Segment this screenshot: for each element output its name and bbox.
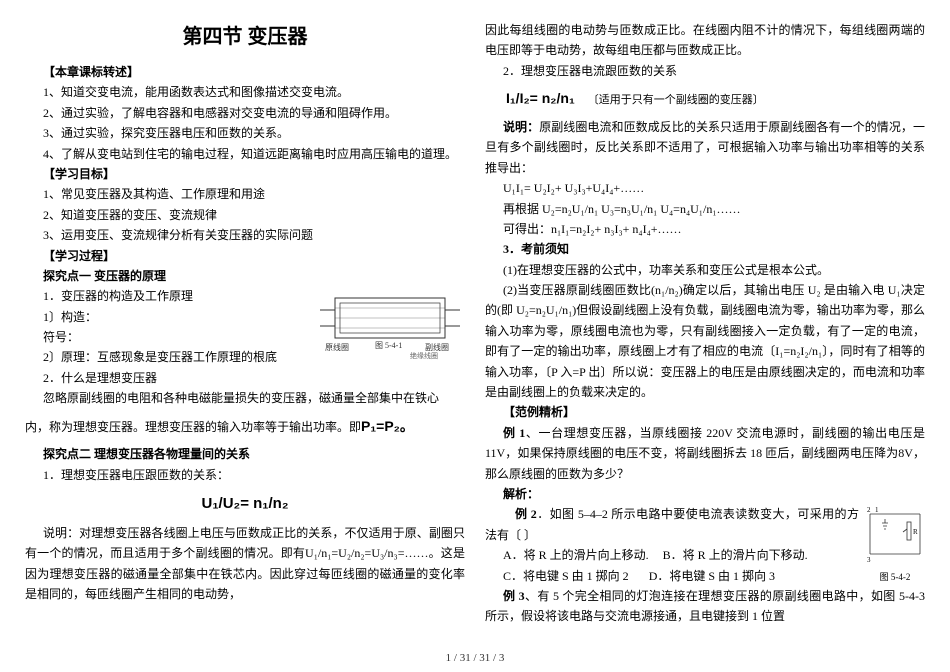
goal-item: 2、通过实验，了解电容器和电感器对交变电流的导通和阻碍作用。 [25,103,465,123]
section-goals-head: 【本章课标转述】 [25,62,465,82]
formula-current-line: I₁/I₂= n₂/n₁ 〔适用于只有一个副线圈的变压器〕 [485,87,925,111]
target-item: 1、常见变压器及其构造、工作原理和用途 [25,184,465,204]
equation: 可得出：n₁I₁=n₂I₂+ n₃I₃+ n₄I₄+…… [485,219,925,239]
svg-text:原线圈: 原线圈 [325,342,349,352]
svg-text:绝缘线圈: 绝缘线圈 [410,351,438,360]
svg-text:副线圈: 副线圈 [425,342,449,352]
goal-item: 3、通过实验，探究变压器电压和匝数的关系。 [25,123,465,143]
circuit-diagram: R 2 1 3 图 5-4-2 [865,504,925,574]
target-item: 2、知道变压器的变压、变流规律 [25,205,465,225]
para: 2．理想变压器电流跟匝数的关系 [485,61,925,81]
para: 2．什么是理想变压器 [25,368,465,388]
process-head: 【学习过程】 [25,246,465,266]
goal-item: 4、了解从变电站到住宅的输电过程，知道远距离输电时应用高压输电的道理。 [25,144,465,164]
svg-text:2: 2 [867,506,871,514]
diagram-caption: 图 5-4-2 [865,570,925,585]
equation: 再根据 U₂=n₂U₁/n₁ U₃=n₃U₁/n₁ U₄=n₄U₁/n₁…… [485,199,925,219]
goal-item: 1、知道交变电流，能用函数表达式和图像描述交变电流。 [25,82,465,102]
note-head: 3．考前须知 [485,239,925,259]
svg-text:3: 3 [867,556,871,564]
explain-para: 说明：对理想变压器各线圈上电压与匝数成正比的关系，不仅适用于原、副圈只有一个的情… [25,523,465,605]
option-row: A．将 R 上的滑片向上移动.B．将 R 上的滑片向下移动. [485,545,925,565]
page-footer: 1 / 31 / 31 / 3 [0,652,950,664]
para: 内，称为理想变压器。理想变压器的输入功率等于输出功率。即P₁=P₂。 [25,415,465,439]
example1: 例 1、一台理想变压器，当原线圈接 220V 交流电源时，副线圈的输出电压是11… [485,423,925,484]
right-column: 因此每组线圈的电动势与匝数成正比。在线圈内阻不计的情况下，每组线圈两端的电压即等… [485,20,925,630]
example3: 例 3、有 5 个完全相同的灯泡连接在理想变压器的原副线圈电路中，如图 5-4-… [485,586,925,627]
examples-head: 【范例精析】 [485,402,925,422]
formula-voltage: U₁/U₂= n₁/n₂ [25,491,465,517]
page: 第四节 变压器 【本章课标转述】 1、知道交变电流，能用函数表达式和图像描述交变… [0,0,950,640]
target-item: 3、运用变压、变流规律分析有关变压器的实际问题 [25,225,465,245]
topic1-head: 探究点一 变压器的原理 [25,266,465,286]
formula-p1p2: P₁=P₂。 [361,418,414,434]
topic2-head: 探究点二 理想变压器各物理量间的关系 [25,444,465,464]
transformer-diagram: 原线圈 副线圈 图 5-4-1 绝缘线圈 [315,290,465,360]
solution-label: 解析： [485,484,925,504]
svg-text:1: 1 [875,506,879,514]
para: 因此每组线圈的电动势与匝数成正比。在线圈内阻不计的情况下，每组线圈两端的电压即等… [485,20,925,61]
note-item: (1)在理想变压器的公式中，功率关系和变压公式是根本公式。 [485,260,925,280]
option-row: C．将电键 S 由 1 掷向 2D．将电键 S 由 1 掷向 3 [485,566,925,586]
explain-para: 说明：原副线圈电流和匝数成反比的关系只适用于原副线圈各有一个的情况，一旦有多个副… [485,117,925,178]
note-item: (2)当变压器原副线圈匝数比(n₁/n₂)确定以后，其输出电压 U₂ 是由输入电… [485,280,925,402]
diagram-caption: 图 5-4-1 [375,341,402,350]
equation: U₁I₁= U₂I₂+ U₃I₃+U₄I₄+…… [485,178,925,198]
doc-title: 第四节 变压器 [25,20,465,54]
para: 忽略原副线圈的电阻和各种电磁能量损失的变压器，磁通量全部集中在铁心 [25,388,465,408]
para: 1．理想变压器电压跟匝数的关系： [25,465,465,485]
svg-text:R: R [913,528,918,536]
example2: 例 2．如图 5–4–2 所示电路中要使电流表读数变大，可采用的方法有〔 〕 [485,504,925,545]
left-column: 第四节 变压器 【本章课标转述】 1、知道交变电流，能用函数表达式和图像描述交变… [25,20,465,630]
learning-target-head: 【学习目标】 [25,164,465,184]
